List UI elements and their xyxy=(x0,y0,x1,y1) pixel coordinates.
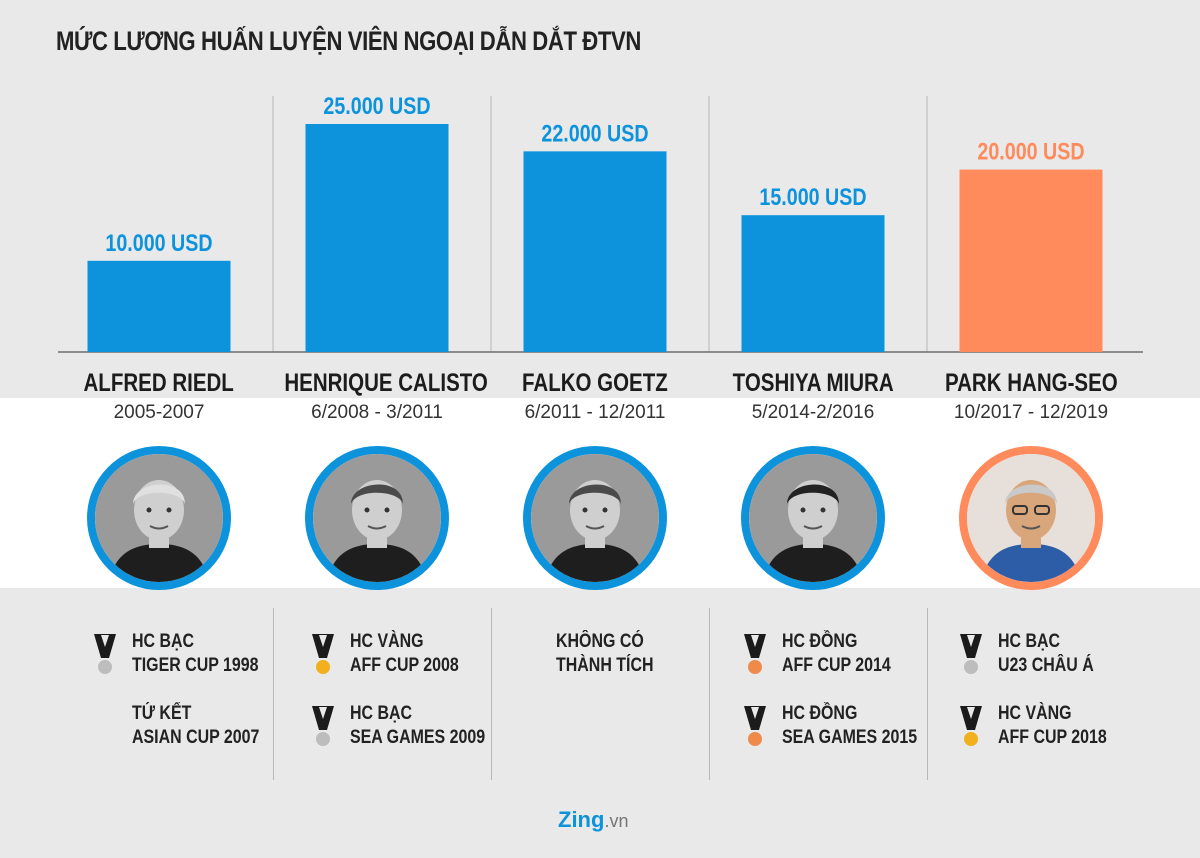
achievement-item: HC BẠC U23 CHÂU Á xyxy=(958,630,1158,678)
gold-medal-icon xyxy=(960,706,982,746)
logo-suffix: .vn xyxy=(604,811,629,831)
achievement-divider xyxy=(273,608,274,780)
coach-avatar xyxy=(87,446,231,590)
achievement-title: HC BẠC xyxy=(998,631,1061,652)
achievement-title: HC ĐỒNG xyxy=(782,631,858,652)
coach-name-text: TOSHIYA MIURA xyxy=(732,369,894,397)
achievement-item: TỨ KẾT ASIAN CUP 2007 xyxy=(92,702,292,750)
bar xyxy=(87,260,231,352)
achievement-title: TỨ KẾT xyxy=(132,703,192,724)
achievement-item: HC BẠC TIGER CUP 1998 xyxy=(92,630,292,678)
coach-avatar xyxy=(305,446,449,590)
coach-name: PARK HANG-SEO xyxy=(916,369,1146,398)
bronze-medal-icon xyxy=(744,634,766,674)
achievement-event: SEA GAMES 2009 xyxy=(350,727,486,748)
bar-value-label: 15.000 USD xyxy=(759,183,866,210)
bronze-medal-icon xyxy=(744,706,766,746)
bar xyxy=(959,169,1103,352)
achievement-list: HC ĐỒNG AFF CUP 2014 HC ĐỒNG SEA GAMES 2015 xyxy=(742,630,942,774)
achievement-event: THÀNH TÍCH xyxy=(556,655,654,676)
bar-value-label: 22.000 USD xyxy=(541,119,648,146)
achievement-event: AFF CUP 2018 xyxy=(998,727,1107,748)
achievement-title: HC BẠC xyxy=(132,631,195,652)
bar xyxy=(305,124,449,352)
silver-medal-icon xyxy=(312,706,334,746)
coach-name-text: HENRIQUE CALISTO xyxy=(284,369,488,397)
achievement-divider xyxy=(491,608,492,780)
achievement-divider xyxy=(709,608,710,780)
coach-period: 10/2017 - 12/2019 xyxy=(953,402,1109,423)
achievement-title: KHÔNG CÓ xyxy=(556,631,644,652)
achievement-item: KHÔNG CÓ THÀNH TÍCH xyxy=(556,630,756,678)
coach-name-text: PARK HANG-SEO xyxy=(944,369,1118,397)
achievement-event: SEA GAMES 2015 xyxy=(782,727,918,748)
coach-period: 6/2011 - 12/2011 xyxy=(524,402,666,423)
bar xyxy=(741,215,885,352)
coach-portrait-icon xyxy=(967,454,1095,582)
coach-avatar xyxy=(741,446,885,590)
achievement-list: HC BẠC U23 CHÂU Á HC VÀNG AFF CUP 2018 xyxy=(958,630,1158,774)
bar-value-label: 10.000 USD xyxy=(105,229,212,256)
achievement-item: HC ĐỒNG AFF CUP 2014 xyxy=(742,630,942,678)
coach-name: TOSHIYA MIURA xyxy=(698,369,928,398)
page-title: MỨC LƯƠNG HUẤN LUYỆN VIÊN NGOẠI DẪN DẮT … xyxy=(56,26,641,56)
salary-bar-chart: 10.000 USD 25.000 USD 22.000 USD 15.000 USD… xyxy=(58,92,1143,353)
bar xyxy=(523,151,667,352)
achievement-item: HC VÀNG AFF CUP 2018 xyxy=(958,702,1158,750)
coach-portrait-icon xyxy=(531,454,659,582)
coach-period: 5/2014-2/2016 xyxy=(751,402,875,423)
silver-medal-icon xyxy=(94,634,116,674)
coach-portrait-icon xyxy=(95,454,223,582)
achievement-title: HC VÀNG xyxy=(350,631,424,652)
coach-period: 6/2008 - 3/2011 xyxy=(311,402,443,423)
coach-avatar xyxy=(523,446,667,590)
bar-value-label: 20.000 USD xyxy=(977,138,1084,165)
achievement-title: HC VÀNG xyxy=(998,703,1072,724)
coach-period: 2005-2007 xyxy=(113,402,205,423)
coach-name-text: FALKO GOETZ xyxy=(522,369,668,397)
coach-name-text: ALFRED RIEDL xyxy=(83,369,235,397)
achievement-list: KHÔNG CÓ THÀNH TÍCH xyxy=(556,630,756,702)
achievement-divider xyxy=(927,608,928,780)
coach-portrait-icon xyxy=(749,454,877,582)
achievement-item: HC BẠC SEA GAMES 2009 xyxy=(310,702,510,750)
achievement-title: HC BẠC xyxy=(350,703,413,724)
coach-name: FALKO GOETZ xyxy=(480,369,710,398)
achievement-item: HC VÀNG AFF CUP 2008 xyxy=(310,630,510,678)
gold-medal-icon xyxy=(312,634,334,674)
zing-logo: Zing.vn xyxy=(558,807,628,833)
coach-portrait-icon xyxy=(313,454,441,582)
achievement-list: HC VÀNG AFF CUP 2008 HC BẠC SEA GAMES 2009 xyxy=(310,630,510,774)
achievement-event: U23 CHÂU Á xyxy=(998,655,1094,676)
achievement-list: HC BẠC TIGER CUP 1998 TỨ KẾT ASIAN CUP 2007 xyxy=(92,630,292,774)
achievement-title: HC ĐỒNG xyxy=(782,703,858,724)
bar-value-label: 25.000 USD xyxy=(323,92,430,119)
achievement-event: AFF CUP 2014 xyxy=(782,655,891,676)
achievement-event: TIGER CUP 1998 xyxy=(132,655,259,676)
coach-avatar xyxy=(959,446,1103,590)
achievement-event: AFF CUP 2008 xyxy=(350,655,459,676)
coach-name: ALFRED RIEDL xyxy=(44,369,274,398)
silver-medal-icon xyxy=(960,634,982,674)
logo-brand: Zing xyxy=(558,807,605,832)
coach-name: HENRIQUE CALISTO xyxy=(262,369,492,398)
achievement-event: ASIAN CUP 2007 xyxy=(132,727,260,748)
achievement-item: HC ĐỒNG SEA GAMES 2015 xyxy=(742,702,942,750)
